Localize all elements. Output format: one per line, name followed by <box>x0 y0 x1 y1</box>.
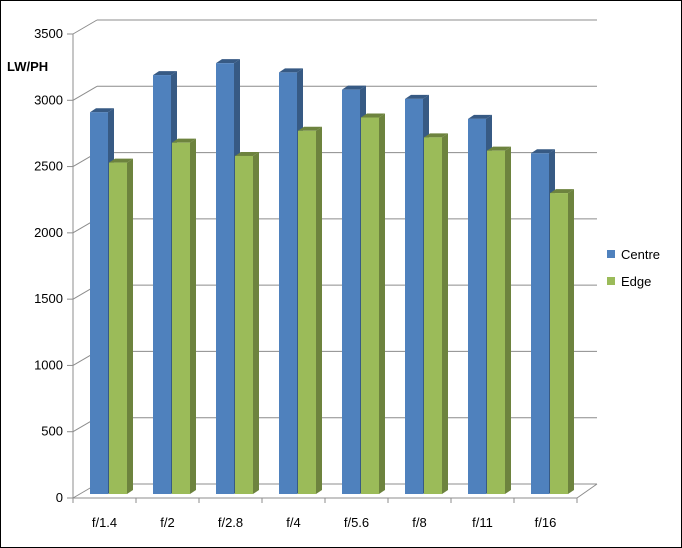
legend: Centre Edge <box>607 247 660 289</box>
axes <box>67 33 598 503</box>
bar-edge-f/8 <box>424 133 448 494</box>
x-tick-label: f/4 <box>286 515 300 530</box>
y-tick-label: 1000 <box>34 357 63 372</box>
bars <box>90 59 574 495</box>
x-tick-label: f/8 <box>412 515 426 530</box>
y-tick-label: 2000 <box>34 225 63 240</box>
bar-front <box>424 137 442 494</box>
bar-top <box>279 68 303 73</box>
x-tick-label: f/2.8 <box>218 515 243 530</box>
bar-side <box>568 189 574 494</box>
bar-top <box>550 189 574 194</box>
bar-front <box>298 130 316 495</box>
bar-front <box>235 155 253 494</box>
bar-side <box>316 126 322 495</box>
bar-top <box>298 126 322 131</box>
bar-top <box>153 71 177 76</box>
y-tick-label: 1500 <box>34 291 63 306</box>
bar-front <box>90 112 108 495</box>
bar-front <box>550 193 568 494</box>
y-tick-label: 2500 <box>34 159 63 174</box>
y-tick-label: 3500 <box>34 26 63 41</box>
bar-top <box>405 94 429 99</box>
bar-top <box>487 146 511 151</box>
bar-top <box>235 151 259 156</box>
bar-side <box>190 138 196 494</box>
bar-top <box>424 133 448 138</box>
bar-front <box>405 98 423 495</box>
y-tick-labels: 0 500 1000 1500 2000 2500 3000 3500 <box>34 26 63 505</box>
bar-edge-f/2.8 <box>235 151 259 494</box>
bar-top <box>342 85 366 90</box>
bar-edge-f/4 <box>298 126 322 495</box>
x-tick-label: f/2 <box>160 515 174 530</box>
bar-side <box>379 113 385 495</box>
bar-edge-f/11 <box>487 146 511 494</box>
x-tick-label: f/11 <box>472 515 493 530</box>
bar-front <box>172 142 190 494</box>
bar-front <box>468 118 486 494</box>
y-tick-label: 3000 <box>34 92 63 107</box>
bar-edge-f/16 <box>550 189 574 494</box>
gridlines <box>72 19 597 499</box>
bar-edge-f/5.6 <box>361 113 385 495</box>
bar-front <box>279 72 297 495</box>
x-tick-label: f/1.4 <box>92 515 117 530</box>
bar-top <box>361 113 385 118</box>
bar-edge-f/2 <box>172 138 196 494</box>
bar-front <box>216 63 234 495</box>
bar-front <box>342 89 360 495</box>
legend-label-edge: Edge <box>621 274 651 289</box>
bar-front <box>109 162 127 495</box>
bar-top <box>468 114 492 119</box>
bar-side <box>442 133 448 494</box>
bar-top <box>531 149 555 154</box>
bar-front <box>531 153 549 494</box>
legend-swatch-edge <box>607 277 615 285</box>
bar-front <box>153 75 171 495</box>
bar-front <box>487 150 505 494</box>
floor-edge <box>576 483 598 499</box>
y-axis-title: LW/PH <box>7 59 48 74</box>
bar-front <box>361 117 379 495</box>
bar-side <box>253 151 259 494</box>
y-tick-label: 500 <box>41 424 63 439</box>
bar-top <box>90 108 114 113</box>
legend-label-centre: Centre <box>621 247 660 262</box>
bar-side <box>127 158 133 495</box>
bar-top <box>172 138 196 143</box>
x-tick-label: f/5.6 <box>344 515 369 530</box>
legend-swatch-centre <box>607 250 615 258</box>
bar-side <box>505 146 511 494</box>
bar-top <box>216 59 240 64</box>
bar-top <box>109 158 133 163</box>
bar-edge-f/1.4 <box>109 158 133 495</box>
gridline-diagonal <box>72 19 98 35</box>
y-tick-label: 0 <box>56 490 63 505</box>
x-tick-labels: f/1.4 f/2 f/2.8 f/4 f/5.6 f/8 f/11 f/16 <box>92 515 556 530</box>
x-tick-label: f/16 <box>535 515 557 530</box>
gridline-diagonal <box>72 85 98 101</box>
